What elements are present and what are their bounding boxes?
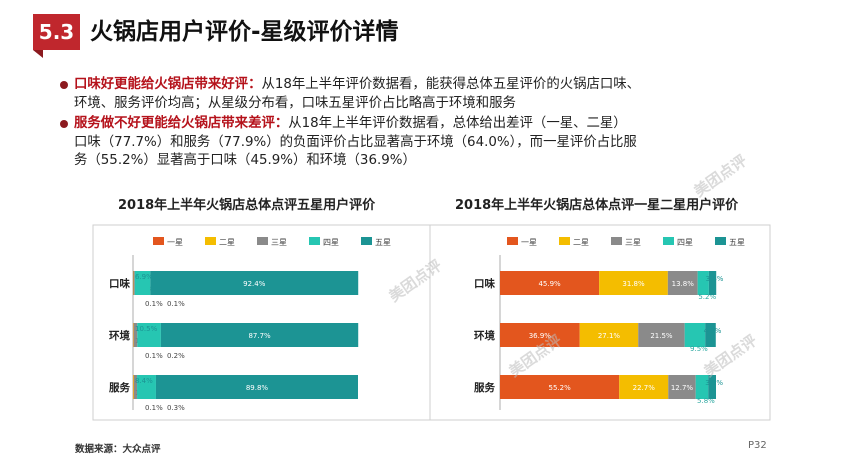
bar-segment	[160, 323, 359, 347]
bar-segment	[500, 323, 580, 347]
bar-segment	[500, 375, 620, 399]
legend-swatch	[559, 237, 570, 245]
data-label: 5.8%	[697, 397, 715, 405]
bullet-item: 服务做不好更能给火锅店带来差评：从18年上半年评价数据看，总体给出差评（一星、二…	[60, 115, 780, 171]
bar-segment	[133, 323, 138, 347]
legend-swatch	[257, 237, 268, 245]
data-label: 0.2%	[167, 352, 185, 360]
bar-segment	[668, 375, 696, 399]
bullet-dot-icon	[60, 81, 68, 89]
category-label: 服务	[109, 381, 130, 394]
legend-swatch	[611, 237, 622, 245]
bar-segment	[133, 375, 138, 399]
bar-segment	[155, 375, 358, 399]
legend-label: 三星	[271, 238, 287, 247]
data-label: 5.2%	[698, 293, 716, 301]
bullet-highlight: 服务做不好更能给火锅店带来差评：	[74, 116, 289, 131]
bar-segment	[150, 271, 359, 295]
data-label: 27.1%	[598, 332, 621, 340]
bullet-text: 务（55.2%）显著高于口味（45.9%）和环境（36.9%）	[74, 153, 416, 168]
data-source-note: 数据来源：大众点评	[75, 444, 161, 455]
data-label: 87.7%	[248, 332, 271, 340]
data-label: 55.2%	[548, 384, 571, 392]
bar-segment	[579, 323, 639, 347]
data-label: 21.5%	[650, 332, 673, 340]
legend-label: 二星	[573, 238, 589, 247]
legend-swatch	[715, 237, 726, 245]
legend-swatch	[361, 237, 372, 245]
data-label: 9.5%	[690, 345, 708, 353]
bullet-list: 口味好更能给火锅店带来好评：从18年上半年评价数据看，能获得总体五星评价的火锅店…	[60, 76, 780, 173]
section-number-badge: 5.3	[33, 14, 80, 58]
bullet-item: 口味好更能给火锅店带来好评：从18年上半年评价数据看，能获得总体五星评价的火锅店…	[60, 76, 780, 113]
bullet-text: 从18年上半年评价数据看，能获得总体五星评价的火锅店口味、	[261, 77, 641, 92]
data-label: 0.3%	[167, 404, 185, 412]
legend-label: 一星	[521, 238, 537, 247]
data-label: 36.9%	[529, 332, 552, 340]
bar-segment	[697, 271, 709, 295]
bar-segment	[619, 375, 669, 399]
legend-swatch	[309, 237, 320, 245]
data-label: 89.8%	[246, 384, 269, 392]
category-label: 口味	[474, 277, 495, 290]
page-number: P32	[748, 440, 767, 451]
bar-segment	[705, 323, 716, 347]
bar-segment	[638, 323, 685, 347]
bar-segment	[134, 271, 151, 295]
bar-segment	[137, 323, 161, 347]
data-label: 45.9%	[538, 280, 561, 288]
data-label: 8.4%	[135, 377, 153, 385]
bullet-highlight: 口味好更能给火锅店带来好评：	[74, 77, 262, 92]
data-label: 0.1%	[145, 352, 163, 360]
legend-label: 五星	[729, 238, 745, 247]
category-label: 环境	[109, 329, 130, 342]
data-label: 0.1%	[145, 300, 163, 308]
data-label: 3.4%	[706, 275, 724, 283]
left-chart-title: 2018年上半年火锅店总体点评五星用户评价	[118, 198, 376, 213]
bar-segment	[708, 271, 717, 295]
bullet-text: 环境、服务评价均高；从星级分布看，口味五星评价占比略高于环境和服务	[74, 95, 516, 111]
category-label: 口味	[109, 277, 130, 290]
data-label: 92.4%	[243, 280, 266, 288]
data-label: 0.1%	[145, 404, 163, 412]
bar-segment	[133, 271, 135, 295]
legend-swatch	[663, 237, 674, 245]
bar-segment	[708, 375, 716, 399]
legend-swatch	[205, 237, 216, 245]
legend-label: 四星	[323, 238, 339, 247]
legend-label: 五星	[375, 238, 391, 247]
legend-label: 三星	[625, 238, 641, 247]
legend-swatch	[153, 237, 164, 245]
bar-segment	[695, 375, 709, 399]
data-label: 13.8%	[672, 280, 695, 288]
data-label: 6.9%	[135, 273, 153, 281]
bar-segment	[137, 375, 156, 399]
bar-segment	[500, 271, 600, 295]
category-label: 环境	[474, 329, 495, 342]
right-chart-title: 2018年上半年火锅店总体点评一星二星用户评价	[455, 198, 739, 213]
bar-segment	[684, 323, 706, 347]
category-label: 服务	[474, 381, 495, 394]
bullet-text: 从18年上半年评价数据看，总体给出差评（一星、二星）	[288, 116, 627, 131]
data-label: 4.9%	[704, 327, 722, 335]
data-label: 12.7%	[671, 384, 694, 392]
data-label: 0.1%	[167, 300, 185, 308]
bar-segment	[667, 271, 698, 295]
legend-label: 四星	[677, 238, 693, 247]
legend-swatch	[507, 237, 518, 245]
data-label: 10.5%	[135, 325, 158, 333]
page-title: 火锅店用户评价-星级评价详情	[90, 19, 399, 45]
bar-segment	[599, 271, 668, 295]
bullet-text: 口味（77.7%）和服务（77.9%）的负面评价占比显著高于环境（64.0%），…	[74, 134, 637, 150]
bar-segment	[133, 375, 134, 399]
legend-label: 二星	[219, 238, 235, 247]
legend-label: 一星	[167, 238, 183, 247]
data-label: 22.7%	[633, 384, 656, 392]
data-label: 31.8%	[622, 280, 645, 288]
bullet-dot-icon	[60, 120, 68, 128]
data-label: 3.6%	[705, 379, 723, 387]
